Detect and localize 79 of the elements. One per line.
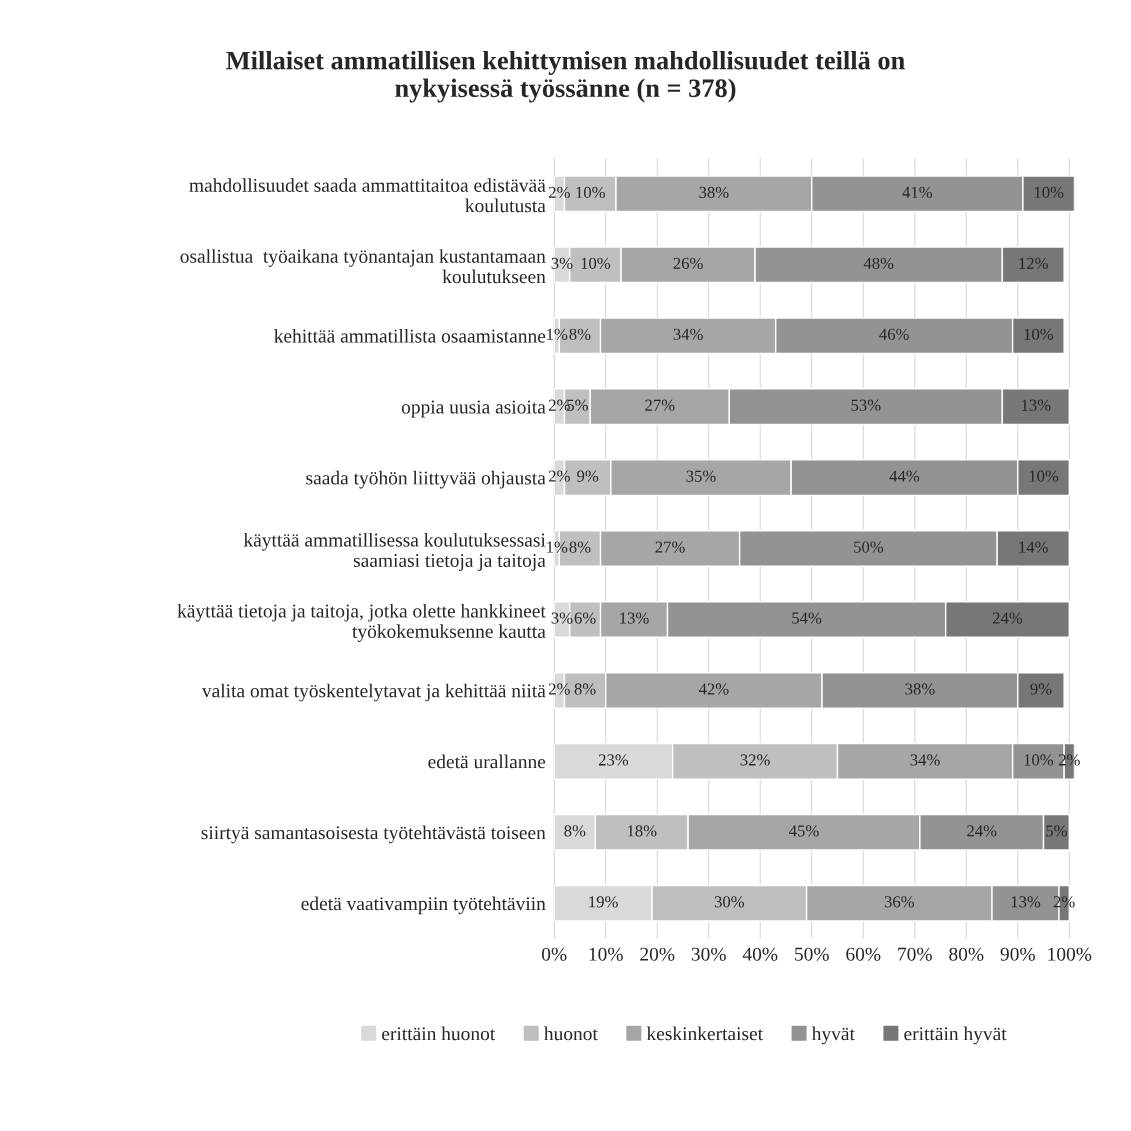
y-tick-label: oppia uusia asioita [401, 400, 546, 418]
x-tick-label: 70% [898, 947, 932, 961]
x-tick-label: 90% [1000, 947, 1035, 961]
data-label: 24% [992, 612, 1023, 624]
data-label: 10% [581, 257, 611, 269]
y-tick-label: kehittää ammatillista osaamistanne [274, 328, 546, 343]
x-tick-label: 20% [640, 947, 675, 961]
x-tick-label: 40% [742, 947, 778, 961]
data-label: 34% [910, 754, 940, 766]
y-tick-label: siirtyä samantasoisesta työtehtävästä toiseen [201, 825, 546, 844]
data-label: 35% [686, 470, 716, 482]
x-tick-label: 0% [541, 947, 567, 961]
data-label: 42% [698, 683, 729, 695]
data-label: 8% [569, 328, 591, 340]
data-label: 13% [1011, 896, 1041, 908]
data-label: 10% [576, 186, 605, 199]
data-label: 13% [620, 612, 649, 624]
y-tick-label: edetä urallanne [428, 754, 546, 769]
data-label: 10% [1024, 328, 1054, 340]
data-label: 45% [789, 825, 819, 837]
y-tick-label: käyttää tietoja ja taitoja, jotka olette hankkineet työkokemuksenne kautta [177, 603, 546, 642]
data-label: 3% [551, 257, 573, 269]
y-tick-label: saada työhön liittyvää ohjausta [306, 470, 546, 489]
data-label: 1% [547, 541, 568, 553]
data-label: 6% [574, 612, 596, 624]
data-label: 30% [714, 896, 745, 908]
data-label: 53% [851, 399, 881, 411]
data-label: 8% [569, 541, 591, 553]
chart-title: Millaiset ammatillisen kehittymisen mahdollisuudet teillä on nykyisessä työssänne (n = 378) [226, 50, 905, 103]
legend-label: huonot [544, 1026, 598, 1041]
data-label: 46% [879, 328, 909, 340]
y-tick-label: valita omat työskentelytavat ja kehittää niitä [201, 683, 546, 702]
legend-label: erittäin huonot [382, 1026, 496, 1041]
data-label: 2% [548, 683, 570, 695]
data-label: 14% [1019, 541, 1048, 553]
data-label: 8% [574, 683, 596, 695]
x-tick-label: 100% [1048, 947, 1092, 961]
legend-label: erittäin hyvät [904, 1026, 1007, 1045]
data-label: 18% [627, 825, 657, 837]
data-label: 8% [564, 825, 586, 837]
data-label: 24% [967, 825, 997, 837]
data-label: 41% [902, 186, 933, 199]
x-tick-label: 60% [846, 947, 881, 961]
x-tick-label: 30% [691, 947, 726, 961]
data-label: 1% [547, 328, 568, 340]
data-label: 54% [792, 612, 822, 624]
data-label: 12% [1019, 257, 1048, 269]
data-label: 48% [863, 257, 894, 269]
x-tick-label: 50% [795, 947, 829, 961]
data-label: 27% [645, 399, 675, 411]
data-label: 10% [1024, 754, 1054, 766]
data-label: 50% [854, 541, 884, 553]
data-label: 13% [1022, 399, 1051, 411]
data-label: 44% [889, 470, 920, 482]
data-label: 27% [655, 541, 685, 553]
y-tick-label: mahdollisuudet saada ammattitaitoa edistävää koulutusta [189, 178, 546, 213]
data-label: 38% [699, 186, 729, 199]
y-tick-label: osallistua työaikana työnantajan kustantamaan koulutukseen [180, 249, 546, 284]
data-label: 3% [551, 612, 573, 624]
data-label: 10% [1034, 186, 1064, 199]
data-label: 2% [548, 186, 570, 199]
y-tick-label: edetä vaativampiin työtehtäviin [301, 896, 546, 915]
data-label: 32% [740, 754, 770, 766]
data-label: 2% [548, 470, 570, 482]
data-label: 26% [673, 257, 703, 269]
y-tick-label: käyttää ammatillisessa koulutuksessasi saamiasi tietoja ja taitoja [243, 532, 546, 571]
data-label: 5% [1046, 825, 1067, 837]
data-label: 23% [598, 754, 629, 766]
x-tick-label: 10% [589, 947, 623, 961]
data-label: 10% [1029, 470, 1059, 482]
x-tick-label: 80% [949, 947, 984, 961]
legend-label: keskinkertaiset [646, 1026, 763, 1041]
legend-label: hyvät [811, 1026, 855, 1045]
data-label: 36% [884, 896, 915, 908]
data-label: 19% [589, 896, 618, 908]
data-label: 9% [1030, 683, 1052, 695]
data-label: 34% [673, 328, 703, 340]
data-label: 38% [905, 683, 935, 695]
data-label: 9% [577, 470, 599, 482]
